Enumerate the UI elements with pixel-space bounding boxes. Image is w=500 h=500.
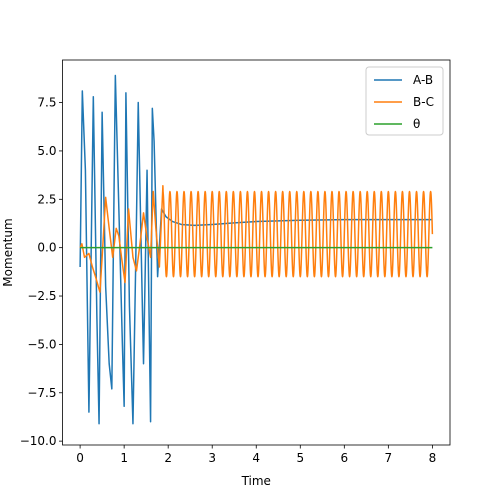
- series-line-1: [79, 185, 434, 293]
- x-tick-label: 8: [429, 451, 437, 465]
- x-tick-label: 4: [252, 451, 260, 465]
- y-tick-label: 2.5: [37, 192, 56, 206]
- x-tick-label: 5: [296, 451, 304, 465]
- y-tick-label: 7.5: [37, 96, 56, 110]
- legend-label: B-C: [413, 95, 434, 109]
- legend-label: θ: [413, 117, 420, 131]
- y-tick-label: −5.0: [27, 337, 56, 351]
- legend-box: [365, 66, 444, 136]
- y-tick-label: −10.0: [20, 434, 57, 448]
- y-tick-label: 0.0: [37, 241, 56, 255]
- y-tick-label: −2.5: [27, 289, 56, 303]
- x-tick-label: 7: [385, 451, 393, 465]
- legend-label: A-B: [413, 73, 433, 87]
- x-axis-label: Time: [241, 474, 271, 488]
- y-tick-label: 5.0: [37, 144, 56, 158]
- y-axis-label: Momentum: [1, 218, 15, 286]
- x-tick-label: 1: [120, 451, 128, 465]
- y-tick-label: −7.5: [27, 386, 56, 400]
- x-tick-label: 0: [76, 451, 84, 465]
- x-tick-label: 3: [208, 451, 216, 465]
- x-tick-label: 6: [340, 451, 348, 465]
- x-tick-label: 2: [164, 451, 172, 465]
